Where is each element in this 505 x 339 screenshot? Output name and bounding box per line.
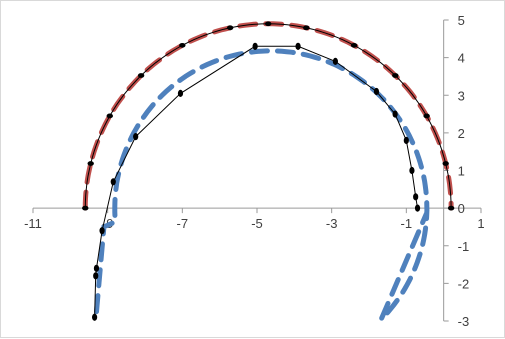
series-black-marker xyxy=(177,89,184,97)
y-tick-label: 3 xyxy=(458,88,465,103)
series-black-marker xyxy=(265,21,272,27)
series-black-marker xyxy=(409,166,415,175)
y-tick-label: 5 xyxy=(458,13,465,28)
series-black-marker xyxy=(252,42,258,50)
x-tick-label: -5 xyxy=(251,216,263,231)
series-layer xyxy=(82,21,455,322)
series-black-marker xyxy=(414,204,421,212)
x-tick-label: -1 xyxy=(401,216,413,231)
x-tick-label: -11 xyxy=(24,216,42,231)
series-black-marker xyxy=(82,205,89,211)
series-black-marker xyxy=(303,25,310,31)
series-black-marker xyxy=(350,42,358,48)
series-black-marker xyxy=(106,113,113,119)
series-black-marker xyxy=(413,193,419,201)
series-black-marker xyxy=(137,73,145,78)
series-black-marker xyxy=(133,133,139,141)
series-black-marker xyxy=(423,113,430,119)
series-black-marker xyxy=(442,161,449,166)
y-tick-label: 2 xyxy=(458,126,465,141)
series-blue-arc xyxy=(94,48,430,322)
series-black-marker xyxy=(373,87,380,96)
series-black-marker xyxy=(179,42,186,48)
series-black-marker xyxy=(295,42,301,50)
series-black-marker xyxy=(92,313,98,321)
series-black-marker xyxy=(110,178,116,186)
series-black-marker xyxy=(392,73,399,78)
y-tick-label: 0 xyxy=(458,201,465,216)
x-tick-label: -3 xyxy=(326,216,338,231)
series-black-marker xyxy=(93,272,99,280)
y-tick-label: 4 xyxy=(458,51,465,66)
series-black-inner-line xyxy=(94,45,418,318)
series-black-marker xyxy=(403,136,409,144)
y-tick-label: 1 xyxy=(458,164,465,179)
series-black-marker xyxy=(87,161,94,166)
y-tick-label: -2 xyxy=(458,276,470,291)
x-tick-label: -7 xyxy=(177,216,189,231)
series-black-marker xyxy=(447,205,455,211)
series-black-marker xyxy=(392,110,398,118)
y-tick-label: -1 xyxy=(458,239,470,254)
y-tick-label: -3 xyxy=(458,314,470,329)
x-tick-label: 1 xyxy=(477,216,484,231)
series-black-marker xyxy=(332,57,338,65)
series-black-marker xyxy=(226,25,234,31)
tick-marks xyxy=(32,19,482,322)
series-black-marker xyxy=(99,227,105,235)
series-black-marker xyxy=(93,264,100,272)
